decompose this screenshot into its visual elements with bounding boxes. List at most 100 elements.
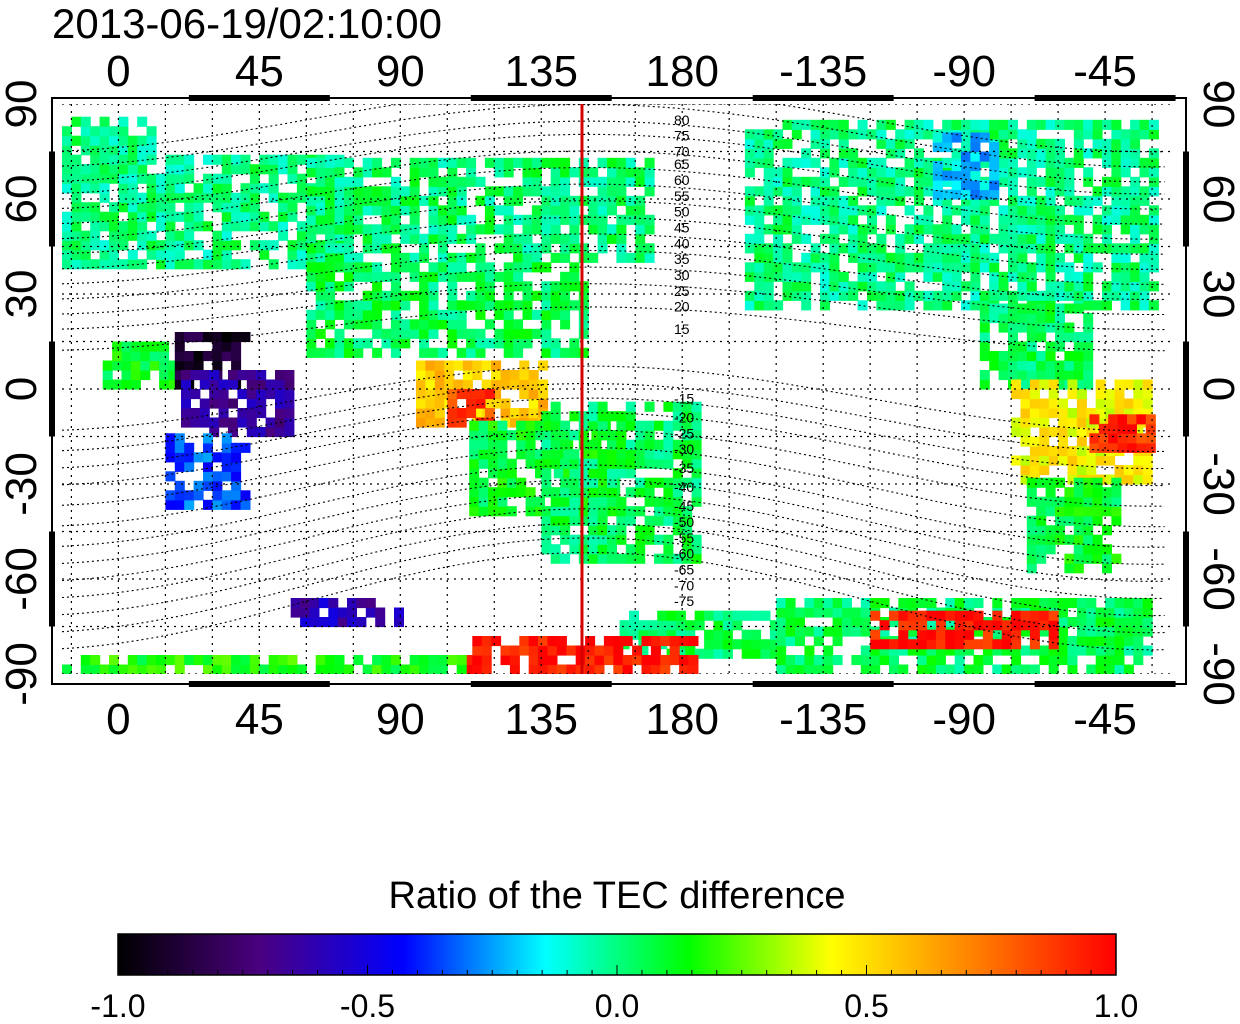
data-cell [838,148,849,159]
data-cell [525,496,536,507]
data-cell [444,379,455,390]
data-cell [513,347,524,358]
data-cell [287,664,298,674]
data-cell [992,598,1003,609]
data-cell [1108,433,1119,444]
data-cell [550,214,561,225]
data-cell [669,655,680,666]
data-cell [165,240,176,251]
data-cell [1036,157,1047,168]
data-cell [782,224,793,235]
data-cell [935,610,946,621]
data-cell [1105,389,1116,400]
data-cell [860,655,871,666]
data-cell [1148,205,1159,216]
data-cell [478,420,489,431]
data-cell [1073,195,1084,206]
data-cell [419,309,430,320]
data-cell [409,252,420,263]
data-cell [509,664,520,674]
data-cell [372,319,383,330]
data-cell [531,214,542,225]
data-cell [1073,351,1084,362]
data-cell [409,205,420,216]
data-cell [607,553,617,564]
data-cell [544,420,555,431]
data-cell [268,183,279,194]
data-cell [691,534,702,545]
data-cell [1083,195,1094,206]
data-cell [156,202,166,213]
data-cell [904,138,915,149]
data-cell [820,138,830,149]
data-cell [722,639,733,650]
data-cell [221,183,232,194]
data-cell [679,655,690,666]
data-cell [447,224,458,235]
data-cell [325,655,336,666]
data-cell [419,281,430,292]
data-cell [315,167,326,178]
data-cell [942,271,953,282]
data-cell [419,271,430,282]
data-cell [99,135,110,146]
data-cell [989,233,1000,244]
data-cell [488,496,498,507]
data-cell [1133,389,1144,400]
data-cell [1064,351,1075,362]
colorbar-ticks: -1.0 -0.5 0.0 0.5 1.0 [90,965,1138,1024]
data-cell [528,655,539,666]
data-cell [961,281,971,292]
data-cell [90,173,101,184]
data-cell [1039,408,1050,419]
data-cell [1036,360,1047,371]
data-cell [259,164,270,175]
data-cell [1120,281,1131,292]
data-cell [184,211,195,222]
data-cell [1017,167,1028,178]
data-cell [973,639,984,650]
data-cell [1092,243,1103,254]
data-cell [1076,626,1087,637]
data-cell [660,655,671,666]
data-cell [979,195,990,206]
data-cell [494,309,505,320]
data-cell [954,664,965,674]
data-cell [923,290,934,301]
data-cell [597,553,608,564]
data-cell [1020,645,1031,656]
data-cell [193,259,204,270]
data-cell [820,205,830,216]
data-cell [578,477,589,488]
data-cell [961,180,971,191]
data-cell [1130,224,1141,235]
data-cell [1026,262,1037,273]
data-cell [1011,620,1022,631]
data-cell [456,655,467,666]
data-cell [381,300,392,311]
data-cell [362,186,373,197]
data-cell [497,430,508,441]
data-cell [325,221,336,232]
data-cell [372,309,383,320]
data-cell [137,164,148,175]
data-cell [174,351,185,362]
data-cell [137,135,148,146]
data-cell [334,214,345,225]
data-cell [109,173,119,184]
data-cell [954,645,965,656]
data-cell [741,610,752,621]
data-cell [1092,553,1103,564]
data-cell [870,645,881,656]
data-cell [497,468,508,479]
data-cell [462,370,473,381]
data-cell [635,439,646,450]
data-cell [456,205,467,216]
data-cell [560,553,571,564]
data-cell [754,205,765,216]
y-tick-label-left: -90 [0,642,46,706]
data-cell [306,309,317,320]
data-cell [1130,119,1141,130]
contour-label: 60 [674,172,690,188]
data-cell [221,211,232,222]
